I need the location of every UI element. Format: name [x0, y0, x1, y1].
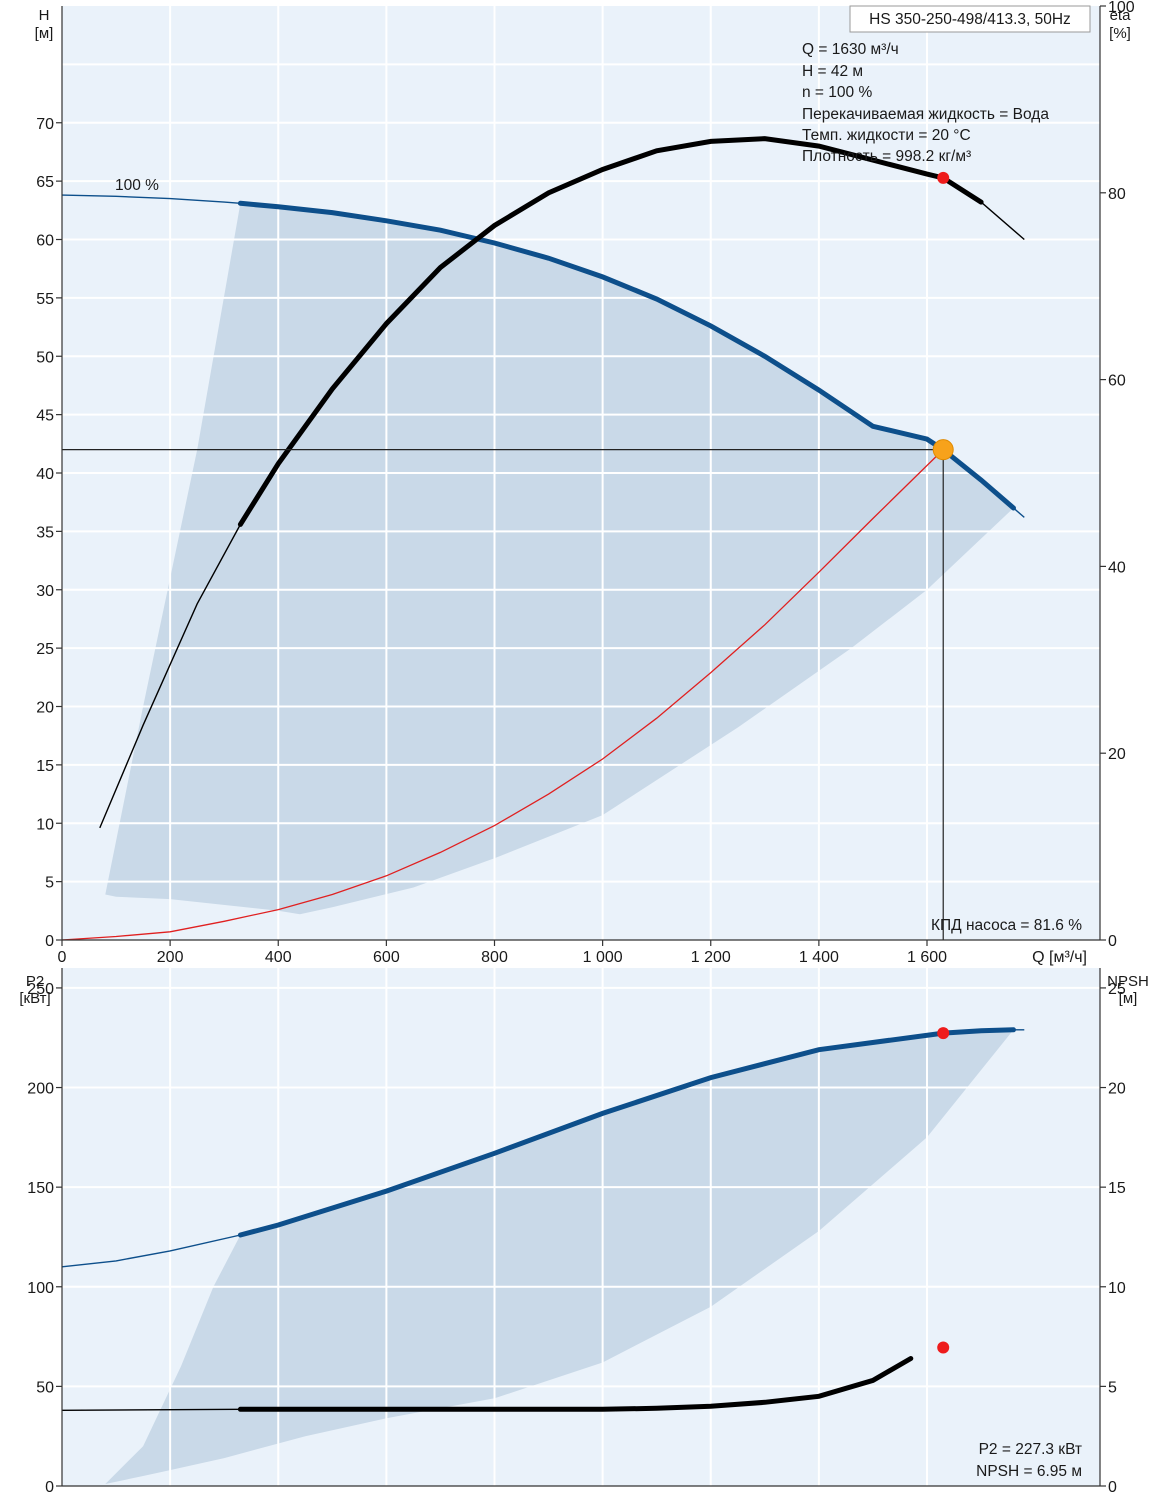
head-axis-unit: [м] [35, 25, 54, 42]
info-speed: n = 100 % [802, 84, 872, 101]
npsh-curve [237, 1356, 914, 1412]
efficiency-curve [237, 136, 984, 527]
head-tick-label: 15 [36, 758, 54, 775]
flow-tick-label: 1 000 [583, 949, 623, 966]
power-tick-label: 50 [36, 1379, 54, 1396]
power-tick-label: 200 [27, 1081, 54, 1098]
npsh-point-marker [937, 1341, 950, 1354]
info-liquid: Перекачиваемая жидкость = Вода [802, 106, 1049, 123]
head-tick-label: 30 [36, 583, 54, 600]
flow-tick-label: 200 [157, 949, 184, 966]
power-readout: P2 = 227.3 кВт [979, 1441, 1082, 1458]
npsh-axis-label: NPSH [1107, 973, 1149, 990]
power-axis-unit: [кВт] [19, 990, 50, 1007]
flow-tick-label: 1 200 [691, 949, 731, 966]
efficiency-tick-label: 20 [1108, 746, 1126, 763]
power-axis-label: P2 [26, 973, 44, 990]
duty-point-marker [932, 439, 954, 461]
efficiency-tick-label: 40 [1108, 559, 1126, 576]
flow-tick-label: 800 [481, 949, 508, 966]
efficiency-tick-label: 100 [1108, 0, 1135, 16]
info-temperature: Темп. жидкости = 20 °C [802, 127, 971, 144]
flow-tick-label: 600 [373, 949, 400, 966]
head-tick-label: 10 [36, 816, 54, 833]
chart-title: HS 350-250-498/413.3, 50Hz [869, 11, 1071, 28]
head-tick-label: 40 [36, 466, 54, 483]
npsh-axis-unit: [м] [1119, 990, 1138, 1007]
title-box: HS 350-250-498/413.3, 50Hz [849, 5, 1091, 33]
head-tick-label: 20 [36, 700, 54, 717]
npsh-tick-label: 15 [1108, 1180, 1126, 1197]
info-density: Плотность = 998.2 кг/м³ [802, 148, 971, 165]
system-curve [61, 449, 944, 941]
head-tick-label: 50 [36, 349, 54, 366]
head-grid [62, 6, 1100, 940]
power-tick-label: 250 [27, 981, 54, 998]
flow-tick-label: 0 [58, 949, 67, 966]
efficiency-tick-label: 80 [1108, 186, 1126, 203]
efficiency-point-marker [937, 171, 950, 184]
head-operating-range [105, 203, 1014, 915]
power-point-marker [937, 1027, 950, 1040]
efficiency-axis-label: eta [1110, 7, 1132, 24]
power-grid [62, 968, 1100, 1486]
power-tick-label: 150 [27, 1180, 54, 1197]
head-tick-label: 55 [36, 291, 54, 308]
flow-tick-label: 400 [265, 949, 292, 966]
head-tick-label: 45 [36, 408, 54, 425]
flow-axis-label: Q [м³/ч] [1032, 949, 1087, 966]
info-head: H = 42 м [802, 63, 863, 80]
head-tick-label: 35 [36, 524, 54, 541]
info-flow: Q = 1630 м³/ч [802, 41, 899, 58]
head-axis-label: H [39, 7, 50, 24]
power-curve [237, 1027, 1016, 1238]
npsh-tick-label: 0 [1108, 1479, 1117, 1496]
efficiency-tick-label: 0 [1108, 933, 1117, 950]
flow-tick-label: 1 600 [907, 949, 947, 966]
efficiency-axis-unit: [%] [1109, 25, 1131, 42]
efficiency-tick-label: 60 [1108, 373, 1126, 390]
head-tick-label: 25 [36, 641, 54, 658]
power-tick-label: 0 [45, 1479, 54, 1496]
npsh-readout: NPSH = 6.95 м [976, 1463, 1082, 1480]
npsh-tick-label: 10 [1108, 1280, 1126, 1297]
flow-tick-label: 1 400 [799, 949, 839, 966]
head-tick-label: 0 [45, 933, 54, 950]
power-tick-label: 100 [27, 1280, 54, 1297]
head-curve [237, 200, 1016, 511]
speed-curve-label: 100 % [115, 177, 159, 194]
power-npsh-panel: 0 50 100 150 200 250 0 5 10 15 20 25 P2 [кВт] NPSH … [19, 968, 1149, 1496]
head-tick-label: 70 [36, 116, 54, 133]
head-tick-label: 65 [36, 174, 54, 191]
npsh-tick-label: 25 [1108, 981, 1126, 998]
npsh-tick-label: 5 [1108, 1379, 1117, 1396]
pump-efficiency-label: КПД насоса = 81.6 % [931, 917, 1082, 934]
npsh-tick-label: 20 [1108, 1081, 1126, 1098]
head-efficiency-panel: 0 5 10 15 20 25 30 35 40 45 50 55 60 65 70 0 20 40 60 80 100… [35, 0, 1135, 966]
head-tick-label: 60 [36, 233, 54, 250]
power-operating-range [105, 1029, 1014, 1484]
head-tick-label: 5 [45, 875, 54, 892]
